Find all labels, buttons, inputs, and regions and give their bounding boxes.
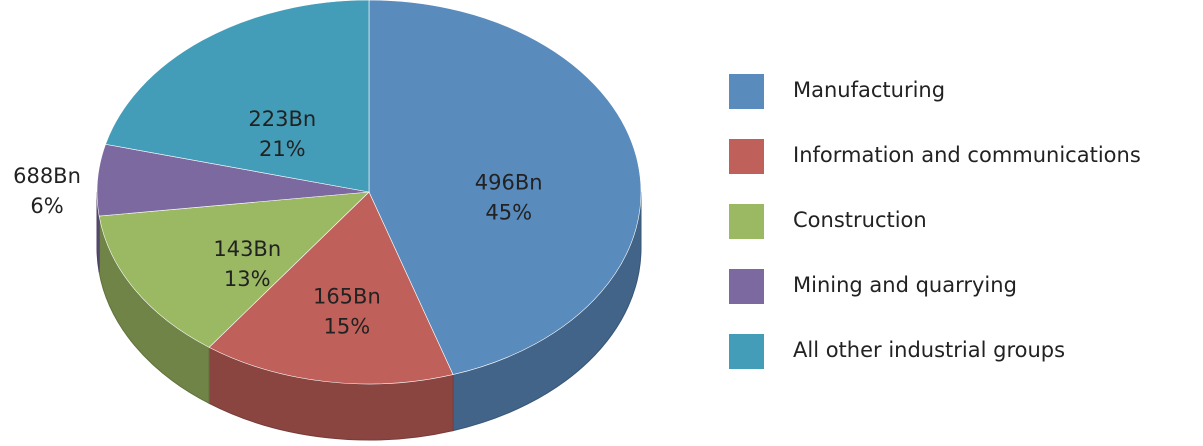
legend-label: Information and communications bbox=[793, 143, 1141, 167]
legend-swatch bbox=[729, 74, 764, 109]
legend-swatch bbox=[729, 204, 764, 239]
data-label-percent: 45% bbox=[485, 200, 532, 224]
data-label-percent: 6% bbox=[30, 194, 63, 218]
legend-label: Manufacturing bbox=[793, 78, 945, 102]
data-label-amount: 143Bn bbox=[213, 237, 281, 261]
pie-slice bbox=[208, 191, 454, 385]
data-label-amount: 688Bn bbox=[13, 164, 81, 188]
legend-label: Mining and quarrying bbox=[793, 273, 1017, 297]
data-label-percent: 13% bbox=[224, 267, 271, 291]
legend-swatch bbox=[729, 269, 764, 304]
legend-swatch bbox=[729, 334, 764, 369]
data-label-amount: 165Bn bbox=[313, 285, 381, 309]
data-label-amount: 496Bn bbox=[475, 170, 543, 194]
legend-label: Construction bbox=[793, 208, 927, 232]
data-label-percent: 21% bbox=[259, 137, 306, 161]
data-label-amount: 223Bn bbox=[248, 107, 316, 131]
data-label-percent: 15% bbox=[324, 315, 371, 339]
legend-label: All other industrial groups bbox=[793, 338, 1065, 362]
legend-swatch bbox=[729, 139, 764, 174]
pie-slice bbox=[98, 191, 370, 348]
pie-slice bbox=[368, 0, 642, 375]
pie-slice bbox=[105, 0, 370, 193]
